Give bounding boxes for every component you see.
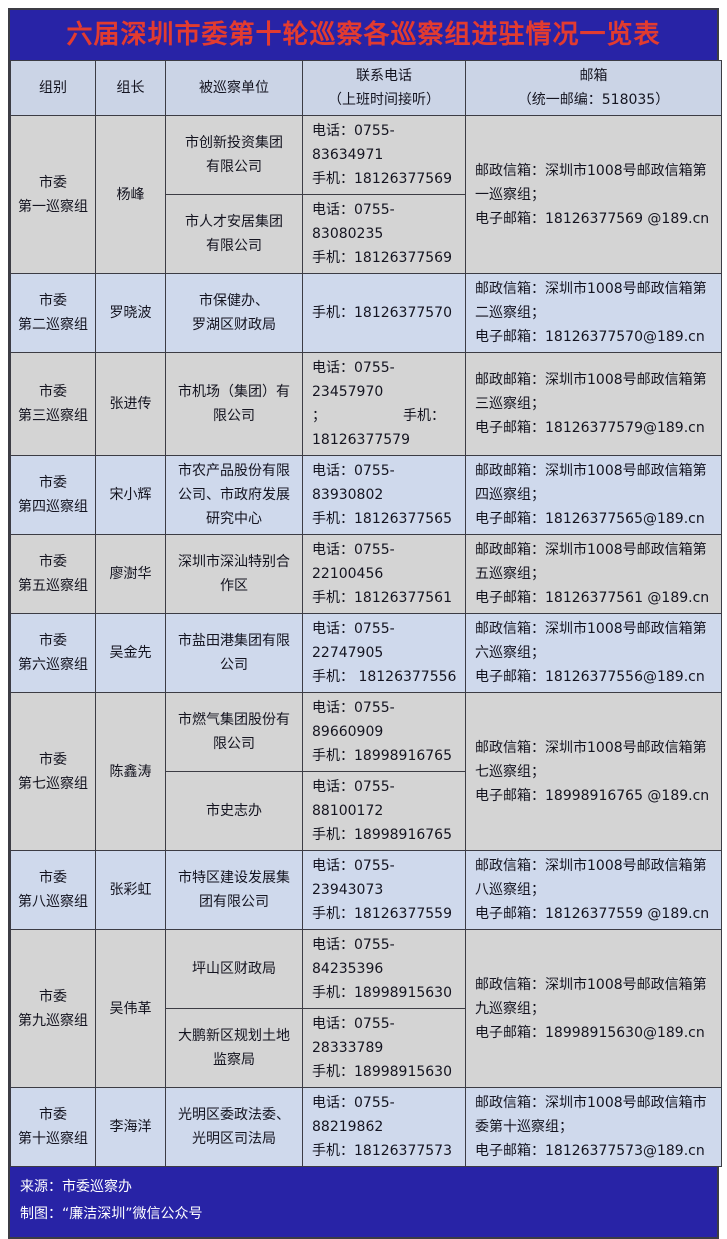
mail-cell: 邮政信箱：深圳市1008号邮政信箱第九巡察组； 电子邮箱：18998915630… (465, 929, 722, 1088)
header-mail: 邮箱 （统一邮编：518035） (465, 60, 722, 116)
group-cell: 市委 第八巡察组 (10, 850, 96, 930)
unit-cell: 光明区委政法委、 光明区司法局 (165, 1087, 303, 1167)
table-row: 市委 第九巡察组 吴伟革 坪山区财政局 电话：0755-84235396 手机：189… (10, 929, 722, 1088)
unit-cell: 大鹏新区规划土地 监察局 (165, 1008, 303, 1088)
unit-cell: 市农产品股份有限 公司、市政府发展 研究中心 (165, 455, 303, 535)
table-row: 市委 第七巡察组 陈鑫涛 市燃气集团股份有 限公司 电话：0755-89660909 … (10, 692, 722, 851)
phone-cell: 电话：0755-22747905 手机： 18126377556 (302, 613, 466, 693)
table-row: 市委 第五巡察组 廖澍华 深圳市深汕特别合 作区 电话：0755-22100456 手… (10, 534, 722, 614)
phone-cell: 电话：0755-88219862 手机：18126377573 (302, 1087, 466, 1167)
group-cell: 市委 第六巡察组 (10, 613, 96, 693)
table-row: 市委 第八巡察组 张彩虹 市特区建设发展集 团有限公司 电话：0755-2394307… (10, 850, 722, 930)
infographic-sheet: 六届深圳市委第十轮巡察各巡察组进驻情况一览表 组别 组长 被巡察单位 联系电话 … (8, 8, 722, 1239)
unit-cell: 市人才安居集团 有限公司 (165, 194, 303, 274)
leader-cell: 张彩虹 (95, 850, 166, 930)
leader-cell: 李海洋 (95, 1087, 166, 1167)
mail-cell: 邮政信箱：深圳市1008号邮政信箱第七巡察组； 电子邮箱：18998916765… (465, 692, 722, 851)
group-cell: 市委 第二巡察组 (10, 273, 96, 353)
phone-cell: 电话：0755-23457970 ； 手机： 18126377579 (302, 352, 466, 456)
unit-cell: 市盐田港集团有限 公司 (165, 613, 303, 693)
phone-cell: 电话：0755-28333789 手机：18998915630 (302, 1008, 466, 1088)
phone-cell: 电话：0755-23943073 手机：18126377559 (302, 850, 466, 930)
phone-cell: 电话：0755-89660909 手机：18998916765 (302, 692, 466, 772)
phone-cell: 电话：0755-83080235 手机：18126377569 (302, 194, 466, 274)
table-row: 市委 第六巡察组 吴金先 市盐田港集团有限 公司 电话：0755-22747905 手… (10, 613, 722, 693)
group-cell: 市委 第三巡察组 (10, 352, 96, 456)
group-cell: 市委 第七巡察组 (10, 692, 96, 851)
group-cell: 市委 第五巡察组 (10, 534, 96, 614)
unit-cell: 市燃气集团股份有 限公司 (165, 692, 303, 772)
leader-cell: 廖澍华 (95, 534, 166, 614)
phone-cell: 电话：0755-88100172 手机：18998916765 (302, 771, 466, 851)
mail-cell: 邮政邮箱：深圳市1008号邮政信箱第五巡察组； 电子邮箱：18126377561… (465, 534, 722, 614)
group-cell: 市委 第九巡察组 (10, 929, 96, 1088)
header-unit: 被巡察单位 (165, 60, 303, 116)
mail-cell: 邮政信箱：深圳市1008号邮政信箱第一巡察组； 电子邮箱：18126377569… (465, 115, 722, 274)
mail-cell: 邮政信箱：深圳市1008号邮政信箱第六巡察组； 电子邮箱：18126377556… (465, 613, 722, 693)
table-row: 市委 第二巡察组 罗晓波 市保健办、 罗湖区财政局 手机：18126377570 邮政信… (10, 273, 722, 353)
table-row: 市委 第三巡察组 张进传 市机场（集团）有 限公司 电话：0755-23457970 … (10, 352, 722, 456)
unit-cell: 深圳市深汕特别合 作区 (165, 534, 303, 614)
unit-cell: 市机场（集团）有 限公司 (165, 352, 303, 456)
unit-cell: 坪山区财政局 (165, 929, 303, 1009)
table-row: 市委 第十巡察组 李海洋 光明区委政法委、 光明区司法局 电话：0755-882198… (10, 1087, 722, 1167)
phone-cell: 电话：0755-83930802 手机：18126377565 (302, 455, 466, 535)
group-cell: 市委 第四巡察组 (10, 455, 96, 535)
table-row: 市委 第四巡察组 宋小辉 市农产品股份有限 公司、市政府发展 研究中心 电话：0755… (10, 455, 722, 535)
table-row: 市人才安居集团 有限公司 电话：0755-83080235 手机：18126377… (11, 194, 722, 274)
leader-cell: 吴金先 (95, 613, 166, 693)
mail-cell: 邮政邮箱：深圳市1008号邮政信箱第四巡察组； 电子邮箱：18126377565… (465, 455, 722, 535)
phone-cell: 电话：0755-22100456 手机：18126377561 (302, 534, 466, 614)
phone-cell: 电话：0755-84235396 手机：18998915630 (302, 929, 466, 1009)
footer-credit: 制图：“廉洁深圳”微信公众号 (20, 1206, 203, 1222)
table-row: 市委 第一巡察组 杨峰 市创新投资集团 有限公司 电话：0755-83634971 手… (10, 115, 722, 274)
unit-cell: 市创新投资集团 有限公司 (165, 115, 303, 195)
leader-cell: 吴伟革 (95, 929, 166, 1088)
unit-cell: 市保健办、 罗湖区财政局 (165, 273, 303, 353)
inspection-table: 组别 组长 被巡察单位 联系电话 （上班时间接听） 邮箱 （统一邮编：51803… (10, 60, 722, 1167)
leader-cell: 杨峰 (95, 115, 166, 274)
header-group: 组别 (10, 60, 96, 116)
phone-cell: 手机：18126377570 (302, 273, 466, 353)
page-title: 六届深圳市委第十轮巡察各巡察组进驻情况一览表 (10, 10, 717, 60)
footer-band: 来源：市委巡察办 制图：“廉洁深圳”微信公众号 (10, 1167, 717, 1237)
leader-cell: 张进传 (95, 352, 166, 456)
mail-cell: 邮政信箱：深圳市1008号邮政信箱第八巡察组； 电子邮箱：18126377559… (465, 850, 722, 930)
leader-cell: 宋小辉 (95, 455, 166, 535)
header-leader: 组长 (95, 60, 166, 116)
group-cell: 市委 第一巡察组 (10, 115, 96, 274)
unit-cell: 市特区建设发展集 团有限公司 (165, 850, 303, 930)
mail-cell: 邮政信箱：深圳市1008号邮政信箱第二巡察组； 电子邮箱：18126377570… (465, 273, 722, 353)
table-body: 组别 组长 被巡察单位 联系电话 （上班时间接听） 邮箱 （统一邮编：51803… (10, 60, 722, 1167)
unit-cell: 市史志办 (165, 771, 303, 851)
leader-cell: 罗晓波 (95, 273, 166, 353)
phone-cell: 电话：0755-83634971 手机：18126377569 (302, 115, 466, 195)
table-header-row: 组别 组长 被巡察单位 联系电话 （上班时间接听） 邮箱 （统一邮编：51803… (10, 60, 722, 116)
mail-cell: 邮政邮箱：深圳市1008号邮政信箱第三巡察组； 电子邮箱：18126377579… (465, 352, 722, 456)
group-cell: 市委 第十巡察组 (10, 1087, 96, 1167)
mail-cell: 邮政信箱：深圳市1008号邮政信箱市委第十巡察组； 电子邮箱：181263775… (465, 1087, 722, 1167)
footer-source: 来源：市委巡察办 (20, 1179, 132, 1195)
table-row: 市史志办 电话：0755-88100172 手机：18998916765 (11, 771, 722, 851)
header-phone: 联系电话 （上班时间接听） (302, 60, 466, 116)
leader-cell: 陈鑫涛 (95, 692, 166, 851)
